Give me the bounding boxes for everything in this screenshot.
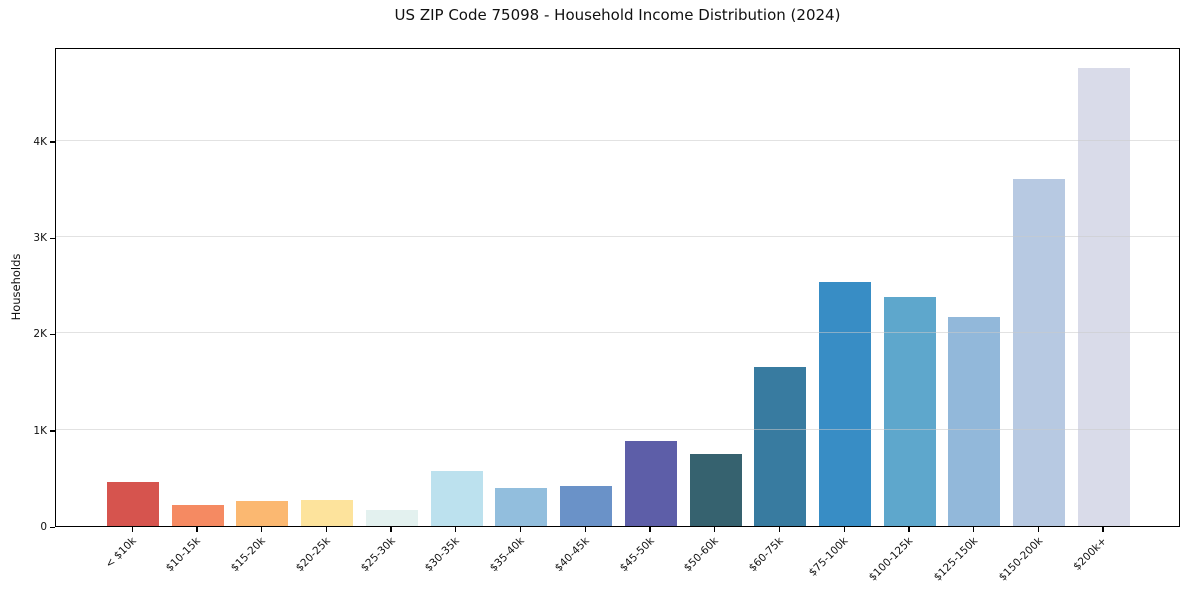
chart-title: US ZIP Code 75098 - Household Income Dis… bbox=[394, 6, 841, 24]
x-tick-label: $60-75k bbox=[746, 535, 786, 575]
x-tick bbox=[714, 527, 716, 532]
bar bbox=[301, 499, 354, 526]
grid-line bbox=[56, 332, 1179, 334]
y-tick-label: 0 bbox=[40, 521, 47, 533]
x-tick-label: $35-40k bbox=[487, 535, 527, 575]
bar bbox=[754, 366, 807, 526]
bar bbox=[365, 509, 418, 526]
x-tick-label: $75-100k bbox=[806, 535, 851, 579]
grid-line bbox=[56, 139, 1179, 141]
x-tick-label: $25-30k bbox=[358, 535, 398, 575]
bar bbox=[1013, 178, 1066, 526]
x-tick bbox=[131, 527, 133, 532]
x-tick bbox=[972, 527, 975, 532]
y-tick-label: 1K bbox=[33, 424, 47, 437]
x-tick bbox=[519, 527, 522, 532]
x-tick-label: $100-125k bbox=[866, 535, 916, 584]
bar bbox=[819, 282, 872, 526]
x-tick bbox=[455, 527, 457, 532]
plot-area bbox=[55, 48, 1180, 527]
bar bbox=[1077, 67, 1130, 526]
bar bbox=[171, 505, 224, 526]
x-tick-label: $10-15k bbox=[164, 535, 204, 575]
x-tick bbox=[390, 527, 392, 532]
x-tick bbox=[843, 527, 845, 532]
grid-line bbox=[56, 236, 1179, 238]
x-tick-label: $150-200k bbox=[996, 535, 1045, 584]
x-tick bbox=[649, 527, 651, 532]
x-tick bbox=[908, 527, 910, 532]
y-tick-label: 3K bbox=[33, 232, 47, 245]
y-tick-label: 2K bbox=[33, 328, 47, 341]
x-tick-label: < $10k bbox=[102, 535, 139, 571]
x-tick-label: $40-45k bbox=[552, 535, 592, 575]
x-tick bbox=[584, 527, 586, 532]
x-tick bbox=[1102, 527, 1104, 532]
x-tick-label: $15-20k bbox=[228, 535, 268, 575]
x-tick bbox=[1037, 527, 1040, 532]
x-tick bbox=[260, 527, 263, 532]
bar bbox=[689, 453, 742, 526]
y-axis-label: Households bbox=[9, 253, 23, 321]
bar bbox=[107, 481, 159, 526]
x-tick bbox=[778, 527, 781, 532]
x-tick-label: $45-50k bbox=[617, 535, 657, 575]
x-tick-label: $125-150k bbox=[931, 535, 980, 584]
bar bbox=[883, 296, 936, 526]
x-tick bbox=[196, 527, 198, 532]
bar bbox=[624, 440, 677, 526]
bar bbox=[948, 317, 1001, 526]
bar bbox=[560, 486, 613, 526]
x-tick-label: $50-60k bbox=[681, 535, 722, 575]
bar bbox=[495, 487, 548, 526]
bar bbox=[236, 501, 289, 526]
x-tick-label: $20-25k bbox=[293, 535, 333, 575]
bar bbox=[430, 470, 483, 526]
x-tick bbox=[325, 527, 327, 532]
grid-line bbox=[56, 428, 1179, 430]
y-tick-label: 4K bbox=[33, 135, 47, 148]
x-tick-label: $200k+ bbox=[1071, 535, 1110, 573]
x-tick-label: $30-35k bbox=[423, 535, 463, 575]
